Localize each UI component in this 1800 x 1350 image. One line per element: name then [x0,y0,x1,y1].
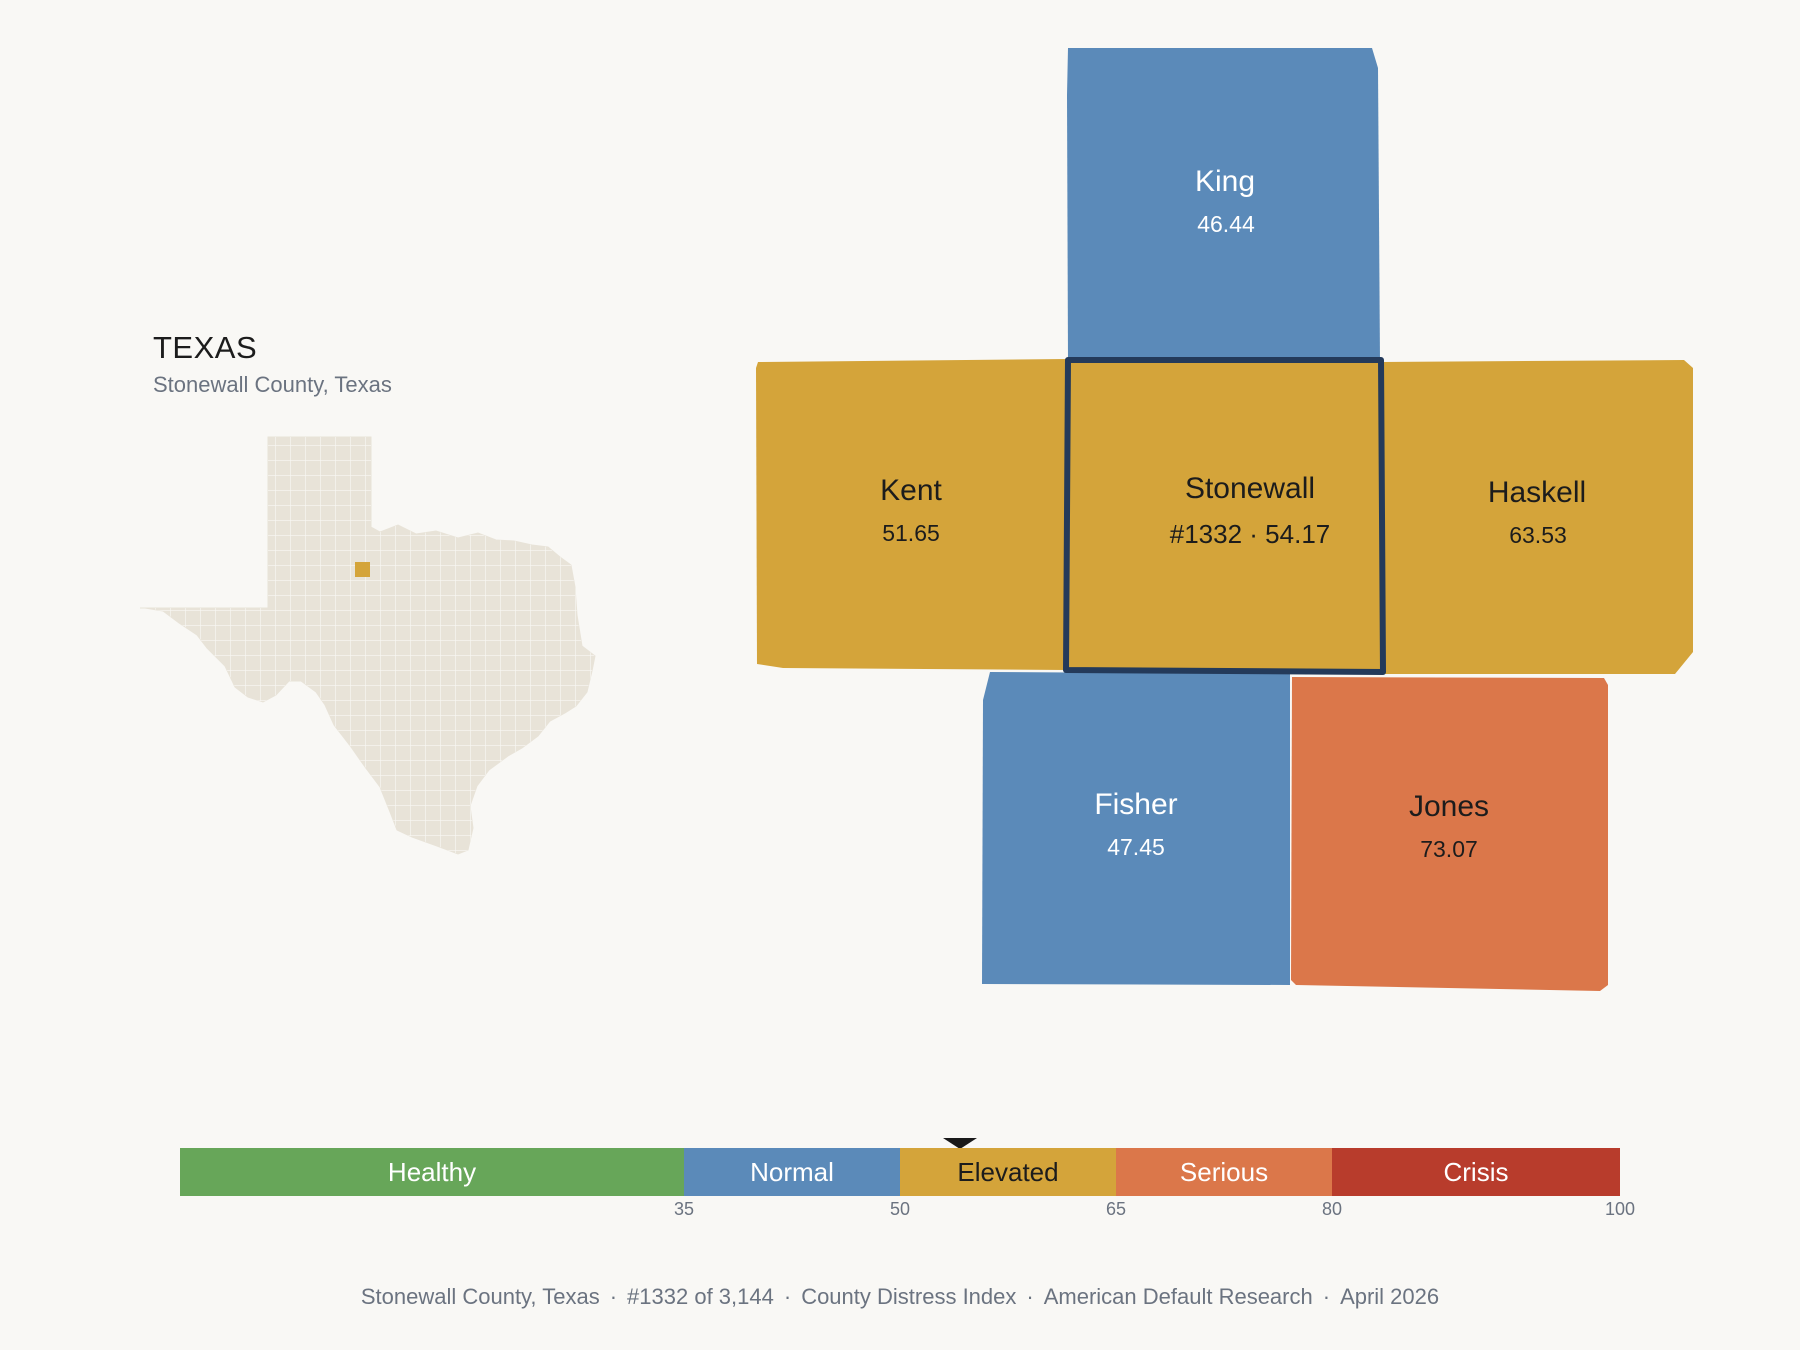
legend-tick-label: 50 [889,1199,911,1219]
footer-separator: · [783,1284,792,1309]
footer-index-name: County Distress Index [801,1284,1017,1309]
county-king-name: King [1195,165,1255,198]
county-stonewall-value: #1332 · 54.17 [1170,519,1330,549]
footer-separator: · [1322,1284,1331,1309]
county-kent-value: 51.65 [882,520,940,546]
county-king[interactable]: King 46.44 [1067,48,1380,362]
current-value-marker [943,1138,978,1149]
legend-tick-label: 80 [1321,1199,1343,1219]
county-jones-value: 73.07 [1420,836,1478,862]
county-haskell-name: Haskell [1488,476,1586,509]
legend-segment-label: Crisis [1443,1156,1509,1187]
county-haskell[interactable]: Haskell 63.53 [1382,360,1693,674]
footer-separator: · [1026,1284,1034,1309]
legend-tick-label: 65 [1105,1199,1127,1219]
legend-segment-label: Healthy [387,1156,477,1187]
county-grid [140,437,595,854]
county-stonewall-name: Stonewall [1185,472,1315,505]
footer-source: American Default Research [1043,1284,1313,1309]
county-jones-name: Jones [1409,790,1489,823]
distress-scale-legend: Healthy Normal Elevated Serious Crisis [180,1148,1620,1196]
footer-location: Stonewall County, Texas [360,1284,600,1309]
footer: Stonewall County, Texas · #1332 of 3,144 · C… [0,1284,1800,1310]
legend-tick-label: 100 [1604,1199,1636,1219]
texas-locator-map [140,436,596,855]
footer-rank: #1332 of 3,144 [627,1284,774,1309]
legend-segment-elevated: Elevated [900,1148,1116,1196]
legend-tick-label: 35 [673,1199,695,1219]
legend-segment-label: Serious [1179,1156,1269,1187]
county-kent[interactable]: Kent 51.65 [756,359,1066,670]
stonewall-locator [355,562,370,577]
county-kent-name: Kent [880,474,942,507]
inset-subtitle: Stonewall County, Texas [153,372,392,397]
county-neighbor-map: King 46.44 Kent 51.65 Haskell 63.53 Fish… [756,48,1693,991]
county-fisher[interactable]: Fisher 47.45 [982,672,1290,985]
legend-segment-serious: Serious [1116,1148,1332,1196]
legend-segment-label: Elevated [957,1156,1059,1187]
legend-segment-label: Normal [750,1156,834,1187]
county-jones[interactable]: Jones 73.07 [1291,677,1608,991]
county-king-value: 46.44 [1197,211,1255,237]
footer-separator: · [609,1284,618,1309]
legend-segment-normal: Normal [684,1148,900,1196]
county-fisher-name: Fisher [1094,788,1177,821]
inset-title: TEXAS [153,330,258,365]
county-haskell-value: 63.53 [1509,522,1567,548]
legend-segment-healthy: Healthy [180,1148,684,1196]
legend-segment-crisis: Crisis [1332,1148,1620,1196]
footer-date: April 2026 [1340,1284,1440,1309]
county-stonewall[interactable]: Stonewall #1332 · 54.17 [1063,357,1386,675]
county-fisher-value: 47.45 [1107,834,1165,860]
